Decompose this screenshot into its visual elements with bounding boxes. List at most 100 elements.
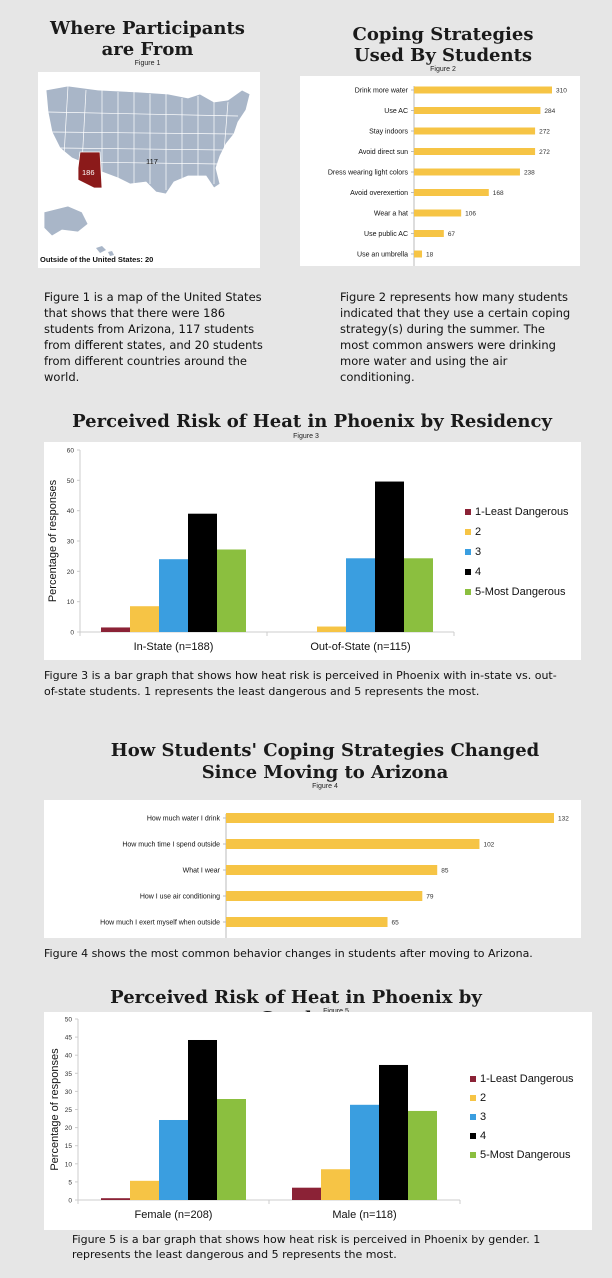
legend-swatch [470,1076,476,1082]
category-label: Use an umbrella [357,252,408,259]
data-label: 272 [539,129,550,136]
bar [101,1198,130,1200]
fig1-title: Where Participants are From [50,18,245,60]
bar [408,1110,437,1200]
y-tick-label: 40 [65,1053,73,1060]
legend-swatch [465,509,471,515]
x-tick-label: Female (n=208) [135,1209,213,1221]
category-label: How much I exert myself when outside [100,920,220,927]
legend-label: 3 [480,1111,486,1123]
fig2-title: Coping Strategies Used By Students [352,24,534,66]
legend-label: 3 [475,546,481,558]
bar [101,627,130,632]
legend-label: 1-Least Dangerous [475,506,569,518]
legend-label: 5-Most Dangerous [480,1149,571,1161]
y-tick-label: 25 [65,1107,73,1114]
bar [217,1099,246,1200]
x-tick-label: Out-of-State (n=115) [310,641,410,653]
fig1-map-panel: 186 117 Outside of the United States: 20 [38,72,260,268]
category-label: Dress wearing light colors [328,170,409,177]
bar [414,107,541,114]
category-label: Use AC [384,108,408,115]
y-tick-label: 30 [65,1089,73,1096]
fig3-description: Figure 3 is a bar graph that shows how h… [44,669,557,698]
legend-swatch [465,549,471,555]
fig3-chart: 0 10 20 30 40 50 60 Percentage of responses In-S… [47,448,569,654]
bar [414,230,444,237]
y-axis-label: Percentage of responses [49,1048,61,1171]
fig4-title: How Students' Coping Strategies Changed … [110,740,540,783]
bar [130,1180,159,1200]
y-tick-label: 0 [70,630,74,637]
fig3-chart-panel: 0 10 20 30 40 50 60 Percentage of responses In-S… [44,442,581,660]
bar [159,1119,188,1200]
category-label: How much water I drink [147,816,221,823]
data-label: 168 [493,190,504,197]
fig5-chart: 0 5 10 15 20 25 30 35 40 45 50 Percentage of respon… [49,1017,574,1222]
bar [226,839,480,849]
legend-label: 2 [480,1092,486,1104]
y-tick-label: 15 [65,1143,73,1150]
fig2-description: Figure 2 represents how many students in… [340,290,571,384]
x-tick-label: In-State (n=188) [134,641,214,653]
y-tick-label: 10 [65,1161,73,1168]
y-tick-label: 50 [67,478,75,485]
category-label: Stay indoors [369,129,408,136]
outside-us-label: Outside of the United States: 20 [40,255,153,264]
y-tick-label: 0 [68,1198,72,1205]
bar [292,1187,321,1200]
category-label: Wear a hat [374,211,408,218]
data-label: 102 [483,842,494,849]
data-label: 85 [441,868,449,875]
y-tick-label: 30 [67,539,75,546]
hawaii-shape [96,246,114,256]
bar [226,813,554,823]
legend-label: 5-Most Dangerous [475,586,566,598]
fig2-caption: Figure 2 [430,66,456,73]
bar [188,513,217,632]
fig2-chart-panel: Drink more water 310 Use AC 284 Stay indoors… [300,76,580,269]
bar [414,127,536,135]
fig4-chart: How much water I drink 132 How much time I… [100,813,569,942]
bar [188,1039,217,1200]
bar [217,549,246,632]
bar [404,558,433,632]
y-tick-label: 60 [67,448,75,455]
arizona-count: 186 [82,168,95,177]
fig4-chart-panel: How much water I drink 132 How much time I… [44,800,581,942]
fig3-title: Perceived Risk of Heat in Phoenix by Res… [72,411,552,432]
fig1-description: Figure 1 is a map of the United States t… [44,290,263,384]
y-tick-label: 45 [65,1035,73,1042]
legend-label: 2 [475,526,481,538]
bar [159,559,188,632]
bar [226,865,438,875]
data-label: 106 [465,211,476,218]
y-tick-label: 50 [65,1017,73,1024]
bar [414,209,462,217]
bar [414,86,552,94]
category-label: How much time I spend outside [122,842,220,849]
bar [379,1064,408,1200]
legend-swatch [470,1114,476,1120]
bar [321,1169,350,1200]
bar [414,189,489,196]
data-label: 18 [426,252,434,259]
bar [414,148,536,155]
category-label: Drink more water [355,88,409,95]
fig2-chart: Drink more water 310 Use AC 284 Stay indoors… [328,86,567,269]
legend-label: 4 [475,566,481,578]
us-map: 186 117 Outside of the United States: 20 [40,85,251,264]
y-tick-label: 5 [68,1179,72,1186]
bar [317,626,346,632]
bar [226,917,388,927]
fig1-caption: Figure 1 [134,60,161,67]
legend-label: 1-Least Dangerous [480,1073,574,1085]
fig4-caption: Figure 4 [312,783,338,790]
data-label: 238 [524,170,535,177]
data-label: 79 [426,894,434,901]
legend-swatch [465,589,471,595]
data-label: 272 [539,149,550,156]
legend-label: 4 [480,1130,486,1142]
data-label: 284 [544,108,555,115]
data-label: 67 [448,231,456,238]
